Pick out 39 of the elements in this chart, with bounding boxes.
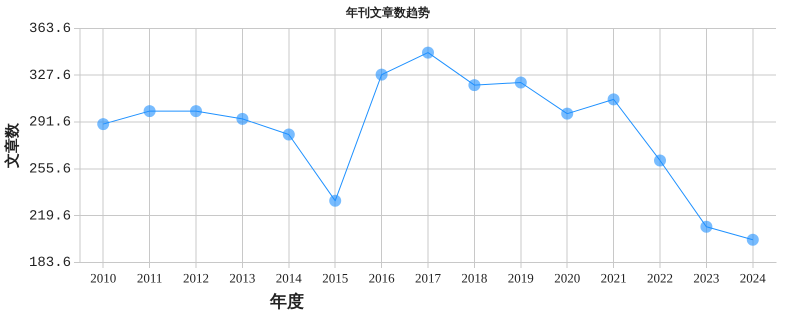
point [144,105,156,118]
point [329,194,342,207]
x-tick-label: 2011 [136,270,162,286]
point [376,68,388,81]
y-tick-label: 183.6 [28,255,72,272]
point [282,128,295,140]
point [608,93,620,106]
y-tick-label: 291.6 [28,114,72,131]
x-tick-label: 2010 [90,270,116,286]
x-tick-label: 2015 [322,270,348,286]
y-axis-title: 文章数 [2,122,21,169]
point [97,118,110,130]
x-tick-label: 2013 [229,270,256,286]
chart-title: 年刊文章数趋势 [345,5,430,20]
y-tick-label: 363.6 [28,21,72,38]
point [654,154,666,166]
point [700,220,712,233]
y-tick-label: 327.6 [28,68,72,84]
x-tick-label: 2018 [461,270,488,286]
point [236,112,248,125]
point [746,234,759,246]
x-tick-label: 2019 [508,270,534,286]
x-tick-label: 2014 [276,270,302,286]
point [514,76,527,88]
x-tick-label: 2022 [647,270,673,286]
x-tick-label: 2021 [600,270,627,286]
x-tick-label: 2012 [183,270,210,286]
y-tick-label: 255.6 [28,162,72,178]
point [190,105,202,118]
point [422,46,434,59]
x-tick-label: 2020 [554,270,580,286]
y-tick-label: 219.6 [28,208,72,224]
x-tick-label: 2024 [740,270,766,286]
x-tick-label: 2017 [415,270,442,286]
x-tick-label: 2016 [368,270,396,286]
x-tick-label: 2023 [693,270,720,286]
x-axis-title: 年度 [270,291,304,313]
point [468,79,480,92]
point [561,108,574,120]
